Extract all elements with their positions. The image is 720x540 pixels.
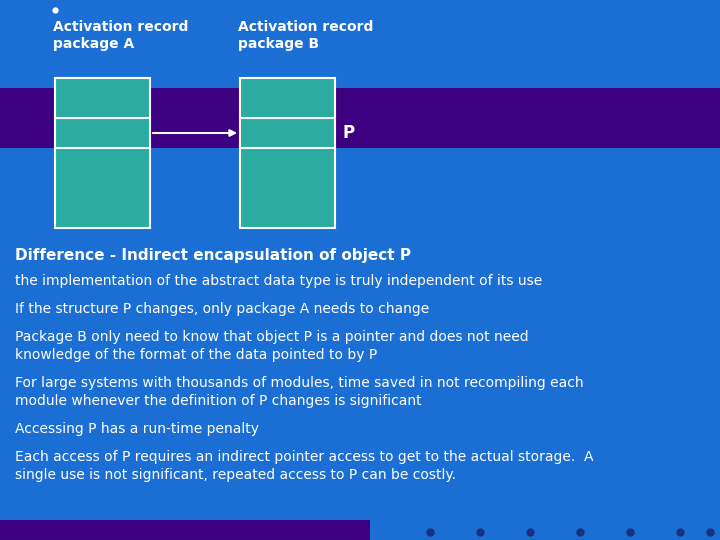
Text: Package B only need to know that object P is a pointer and does not need
knowled: Package B only need to know that object … bbox=[15, 330, 528, 362]
Text: P: P bbox=[343, 124, 355, 142]
Text: For large systems with thousands of modules, time saved in not recompiling each
: For large systems with thousands of modu… bbox=[15, 376, 584, 408]
Bar bbox=[0, 520, 370, 540]
Text: Difference - Indirect encapsulation of object P: Difference - Indirect encapsulation of o… bbox=[15, 248, 411, 263]
Text: the implementation of the abstract data type is truly independent of its use: the implementation of the abstract data … bbox=[15, 274, 542, 288]
Text: Accessing P has a run-time penalty: Accessing P has a run-time penalty bbox=[15, 422, 259, 436]
Text: Each access of P requires an indirect pointer access to get to the actual storag: Each access of P requires an indirect po… bbox=[15, 450, 593, 482]
Text: If the structure P changes, only package A needs to change: If the structure P changes, only package… bbox=[15, 302, 429, 316]
Text: Activation record
package A: Activation record package A bbox=[53, 20, 189, 51]
Bar bbox=[0, 88, 720, 148]
Bar bbox=[55, 78, 150, 228]
Bar bbox=[240, 78, 335, 228]
Text: Activation record
package B: Activation record package B bbox=[238, 20, 374, 51]
